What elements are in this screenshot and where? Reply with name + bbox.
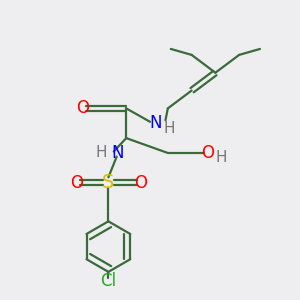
Text: H: H [164, 121, 175, 136]
Text: H: H [95, 145, 107, 160]
Text: O: O [202, 144, 214, 162]
Text: N: N [150, 114, 162, 132]
Text: S: S [102, 173, 115, 192]
Text: O: O [134, 174, 147, 192]
Text: Cl: Cl [100, 272, 116, 290]
Text: H: H [216, 150, 227, 165]
Text: N: N [111, 144, 124, 162]
Text: O: O [70, 174, 83, 192]
Text: O: O [76, 99, 89, 117]
